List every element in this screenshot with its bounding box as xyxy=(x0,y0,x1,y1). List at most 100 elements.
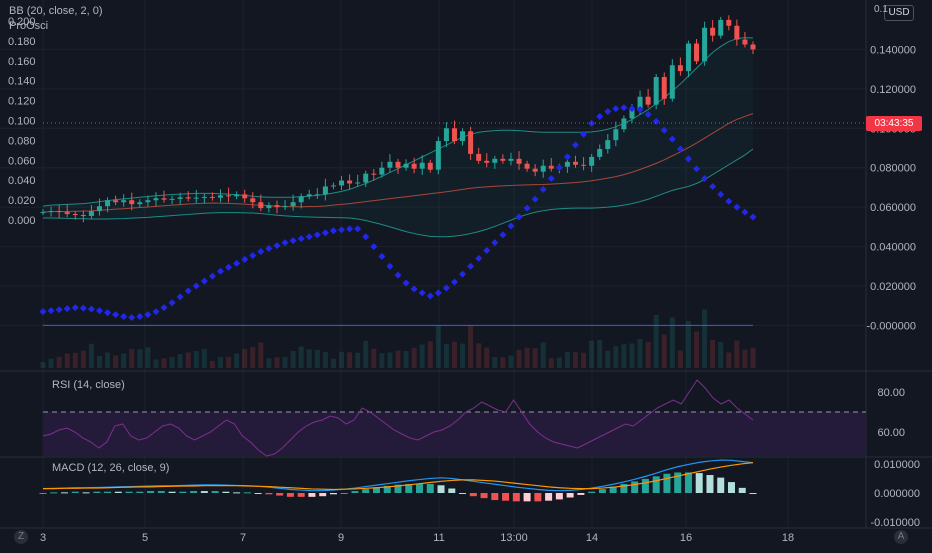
macd-legend[interactable]: MACD (12, 26, close, 9) xyxy=(52,462,170,474)
volume-bar xyxy=(516,349,522,368)
candle-body xyxy=(685,43,691,72)
macd-histogram-bar xyxy=(243,492,251,494)
right-axis-label: 0.020000 xyxy=(870,281,916,293)
macd-histogram-bar xyxy=(545,493,553,501)
volume-bar xyxy=(718,342,724,368)
macd-histogram-bar xyxy=(717,477,725,493)
sar-dot xyxy=(491,239,499,247)
sar-dot xyxy=(362,233,370,241)
volume-bar xyxy=(290,351,296,368)
macd-histogram-bar xyxy=(114,491,122,493)
candle-body xyxy=(718,19,724,36)
rsi-legend[interactable]: RSI (14, close) xyxy=(52,379,125,391)
volume-bar xyxy=(581,352,587,368)
candle-body xyxy=(96,206,102,212)
candle-body xyxy=(347,180,353,184)
macd-line xyxy=(42,459,754,492)
left-axis-label: 0.080 xyxy=(8,135,36,147)
candle-body xyxy=(274,205,280,208)
candle-body xyxy=(451,128,457,142)
sar-dot xyxy=(208,272,216,280)
volume-bar xyxy=(161,358,167,368)
candle-body xyxy=(258,202,264,209)
candle-body xyxy=(314,194,320,196)
volume-bar xyxy=(363,340,369,368)
time-axis-label: 7 xyxy=(240,532,246,544)
volume-bar xyxy=(113,355,119,368)
macd-histogram-bar xyxy=(104,491,112,493)
time-axis-label: 3 xyxy=(40,532,46,544)
candle-body xyxy=(476,153,482,161)
candle-body xyxy=(435,141,441,170)
volume-bar xyxy=(621,344,627,368)
main-legend-bb[interactable]: BB (20, close, 2, 0) xyxy=(9,5,103,17)
macd-histogram-bar xyxy=(674,472,682,493)
auto-scale-button[interactable]: A xyxy=(894,530,908,544)
macd-histogram-bar xyxy=(706,475,714,493)
candle-body xyxy=(105,200,111,207)
candle-body xyxy=(40,212,46,214)
candle-body xyxy=(427,162,433,170)
volume-bar xyxy=(314,350,320,368)
currency-badge[interactable]: USD xyxy=(884,5,914,21)
countdown-price-tag: 03:43:35 xyxy=(866,116,922,131)
volume-bar xyxy=(645,342,651,368)
volume-bar xyxy=(419,344,425,368)
sar-dot xyxy=(693,165,701,173)
main-legend-proosci[interactable]: ProOsci xyxy=(9,20,49,32)
candle-body xyxy=(250,198,256,203)
macd-histogram-bar xyxy=(641,478,649,493)
sar-dot xyxy=(531,195,539,203)
candle-body xyxy=(48,211,54,213)
volume-bar xyxy=(242,349,248,368)
sar-dot xyxy=(660,126,668,134)
volume-bar xyxy=(460,343,466,368)
candle-body xyxy=(121,200,127,203)
candle-body xyxy=(669,65,675,99)
volume-bar xyxy=(298,346,304,368)
macd-histogram-bar xyxy=(319,493,327,497)
candle-body xyxy=(621,118,627,130)
macd-histogram-bar xyxy=(588,491,596,493)
candle-body xyxy=(209,196,215,198)
sar-dot xyxy=(515,213,523,221)
rsi-axis-label: 80.00 xyxy=(877,387,905,399)
volume-bar xyxy=(88,343,94,368)
volume-bar xyxy=(169,357,175,368)
volume-bar xyxy=(556,357,562,368)
sar-dot xyxy=(217,267,224,275)
sar-dot xyxy=(321,229,329,237)
candle-body xyxy=(500,158,506,161)
macd-histogram-bar xyxy=(276,493,284,496)
candle-body xyxy=(242,194,248,199)
sar-dot xyxy=(354,225,362,233)
macd-histogram-bar xyxy=(512,493,520,502)
zoom-reset-button[interactable]: Z xyxy=(14,530,28,544)
candle-body xyxy=(677,65,683,72)
right-axis-label: 0.080000 xyxy=(870,163,916,175)
macd-histogram-bar xyxy=(147,491,155,493)
sar-dot xyxy=(434,289,442,297)
candle-body xyxy=(177,197,183,199)
volume-bar xyxy=(137,349,143,368)
volume-bar xyxy=(72,352,78,368)
volume-bar xyxy=(121,353,127,368)
time-axis-label: 9 xyxy=(338,532,344,544)
macd-histogram-bar xyxy=(383,485,391,493)
time-axis-label: 16 xyxy=(680,532,692,544)
candle-body xyxy=(290,202,296,207)
candle-body xyxy=(742,39,748,45)
macd-histogram-bar xyxy=(405,484,413,493)
volume-bar xyxy=(411,347,417,368)
volume-bar xyxy=(548,358,554,368)
candle-body xyxy=(395,161,401,168)
candle-body xyxy=(137,202,143,205)
sar-dot xyxy=(160,304,168,312)
candle-body xyxy=(597,148,603,157)
candle-body xyxy=(605,140,611,149)
sar-dot xyxy=(580,130,588,138)
candle-body xyxy=(524,163,530,169)
